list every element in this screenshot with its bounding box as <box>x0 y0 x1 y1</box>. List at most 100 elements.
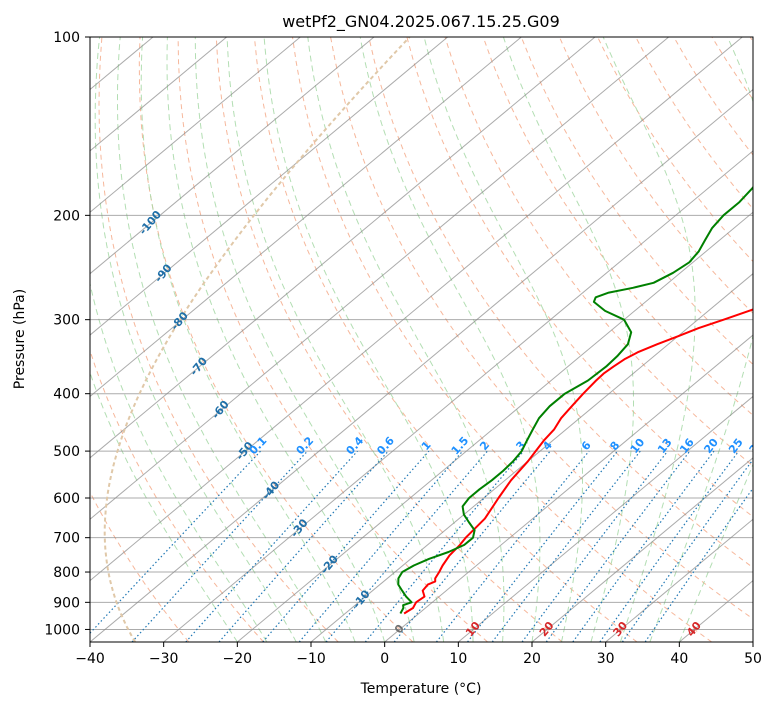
isotherm-label: -60 <box>209 398 232 422</box>
mixing-ratio-label: 16 <box>677 436 697 456</box>
y-tick-label: 700 <box>53 531 80 547</box>
mixing-ratio-line <box>364 450 525 642</box>
y-tick-label: 400 <box>53 387 80 403</box>
isotherm-label: -10 <box>350 587 373 611</box>
y-tick-label: 800 <box>53 565 80 581</box>
dry-adiabat <box>215 37 563 642</box>
moist-adiabats <box>90 37 753 642</box>
dry-adiabat <box>90 348 264 642</box>
mixing-ratio-label: 36 <box>767 436 775 456</box>
moist-adiabat <box>423 37 584 642</box>
mixing-ratio-label: 0.2 <box>294 434 317 457</box>
isotherm <box>384 334 753 642</box>
y-tick-label: 300 <box>53 313 80 329</box>
mixing-ratio-label: 13 <box>655 436 675 456</box>
isotherm <box>310 273 753 642</box>
chart-title: wetPf2_GN04.2025.067.15.25.G09 <box>282 12 560 32</box>
sounding-series <box>397 185 753 615</box>
pressure-gridlines <box>90 37 753 630</box>
dry-adiabat <box>98 37 339 642</box>
isotherm <box>679 579 753 642</box>
dry-adiabat <box>253 37 638 642</box>
dewpoint-line <box>397 185 753 614</box>
mixing-ratio-line <box>521 450 669 642</box>
dry-adiabat <box>138 37 414 642</box>
moist-adiabat <box>166 37 386 642</box>
isotherm-label: -30 <box>288 516 311 540</box>
mixing-ratio-label: 30 <box>747 436 767 456</box>
mixing-ratio-line <box>467 450 619 642</box>
dry-adiabat <box>711 37 753 101</box>
x-tick-label: 10 <box>449 651 467 667</box>
y-tick-label: 500 <box>53 444 80 460</box>
mixing-ratio-line <box>131 450 308 642</box>
y-axis: 100 200 300 400 500 600 700 800 900 1000 <box>44 30 90 638</box>
mixing-ratio-line <box>621 458 753 642</box>
isotherm <box>90 37 522 398</box>
x-tick-label: −20 <box>223 651 253 667</box>
edge-curve <box>103 37 411 642</box>
moist-adiabat <box>90 371 238 642</box>
moist-adiabat <box>263 37 474 642</box>
dry-adiabat <box>406 37 753 518</box>
x-tick-label: −10 <box>296 651 326 667</box>
temperature-line <box>403 308 753 615</box>
mixing-ratio-lines <box>90 450 753 642</box>
isotherm-label: -70 <box>187 354 210 378</box>
isotherm-label: -90 <box>152 261 175 285</box>
isotherm <box>163 150 753 642</box>
dry-adiabat <box>444 37 753 467</box>
x-tick-label: 0 <box>380 651 389 667</box>
dry-adiabat <box>368 37 753 569</box>
x-axis: −40 −30 −20 −10 0 10 20 30 40 50 <box>75 642 762 667</box>
isotherm <box>0 37 6 642</box>
moist-adiabat <box>678 463 753 642</box>
moist-adiabat <box>194 37 415 642</box>
edge-curve-line <box>103 37 411 642</box>
dry-adiabat <box>90 491 190 642</box>
mixing-ratio-label: 25 <box>726 436 746 456</box>
isotherm <box>752 641 753 642</box>
plot-frame <box>89 36 754 643</box>
isotherm <box>605 518 753 642</box>
y-tick-label: 200 <box>53 208 80 224</box>
y-tick-label: 100 <box>53 30 80 46</box>
isotherm-label: -100 <box>136 208 164 238</box>
x-tick-label: −40 <box>75 651 105 667</box>
moist-adiabat <box>307 37 505 642</box>
isotherm <box>90 37 227 152</box>
x-tick-label: 50 <box>744 651 762 667</box>
mixing-ratio-line <box>435 450 590 642</box>
moist-adiabat <box>90 281 268 642</box>
isotherm <box>458 395 753 642</box>
dry-adiabat <box>635 37 753 210</box>
moist-adiabat <box>649 37 753 642</box>
isotherm-labels: -100-90-80-70-60-50-40-30-20-100 10 20 30 40 <box>136 208 704 639</box>
x-tick-label: 40 <box>670 651 688 667</box>
mixing-ratio-line <box>545 450 691 642</box>
mixing-ratio-line <box>325 450 488 642</box>
mixing-ratio-line <box>185 450 358 642</box>
isotherm <box>90 37 375 275</box>
mixing-ratio-line <box>90 450 262 635</box>
moist-adiabat <box>359 37 541 642</box>
dry-adiabat <box>177 37 488 642</box>
mixing-ratio-line <box>393 450 551 642</box>
moist-adiabat <box>226 37 445 642</box>
mixing-ratio-line <box>599 450 740 642</box>
x-tick-label: 30 <box>597 651 615 667</box>
dry-adiabat <box>292 37 712 642</box>
isotherm-label: 20 <box>537 619 557 639</box>
isotherm <box>90 37 743 582</box>
isotherm <box>90 37 669 520</box>
mixing-ratio-label: 1.5 <box>449 434 472 457</box>
dry-adiabat <box>749 37 753 43</box>
dry-adiabat <box>558 37 753 314</box>
x-tick-label: −30 <box>149 651 179 667</box>
moist-adiabat <box>94 37 297 642</box>
y-tick-label: 1000 <box>44 622 80 638</box>
mixing-ratio-line <box>644 487 753 642</box>
moist-adiabat <box>502 37 634 642</box>
isotherm <box>90 37 301 213</box>
